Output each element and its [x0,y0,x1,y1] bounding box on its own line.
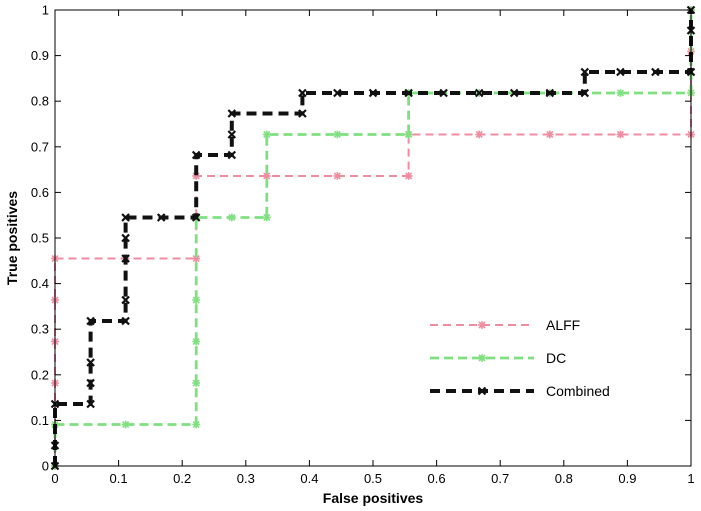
data-point [368,88,378,98]
data-point [298,109,307,118]
x-tick-label: 0.8 [555,471,573,486]
x-tick-label: 1 [687,471,694,486]
data-point [580,67,590,77]
data-point [333,88,342,98]
data-point [156,213,166,222]
x-tick-label: 0.2 [173,471,191,486]
data-point [227,213,236,222]
data-point [86,399,95,409]
legend-label: DC [546,350,566,366]
y-tick-label: 0.5 [31,231,49,246]
y-tick-label: 0.7 [31,139,49,154]
y-tick-label: 0.6 [31,185,49,200]
data-point [121,233,130,243]
x-tick-label: 0.6 [428,471,446,486]
legend-item-dc: DC [430,350,566,366]
series-combined [50,5,696,471]
legend-marker [478,321,486,329]
data-point [580,88,590,98]
data-point [475,130,484,139]
y-tick-label: 0.8 [31,94,49,109]
legend-label: Combined [546,383,610,399]
data-point [192,420,201,429]
data-point [545,130,554,139]
data-point [121,254,130,263]
data-point [262,172,271,180]
axis-ticks: 0 0.1 0.2 0.3 0.4 0.5 0.6 0.7 0.8 0.9 1 0 0.1 0.2 0.3 0… [31,3,695,487]
data-point [121,316,130,326]
y-axis-title: True positives [4,191,20,285]
data-point [121,295,130,305]
data-point [404,130,413,139]
legend-marker [477,386,487,396]
data-point [404,172,413,180]
data-point [191,213,201,222]
legend-item-alff: ALFF [430,317,580,333]
data-point [262,130,271,139]
y-tick-label: 0.1 [31,413,49,428]
x-tick-label: 0.1 [110,471,128,486]
data-point [86,378,95,388]
y-tick-label: 0.4 [31,276,49,291]
data-point [545,88,555,98]
legend-marker [478,354,486,362]
legend: ALFF DC Combined [430,317,610,399]
data-point [616,89,625,97]
y-tick-label: 0 [42,459,49,474]
data-point [227,130,237,139]
data-point [651,67,660,77]
data-point [86,358,95,367]
data-point [616,130,625,139]
y-tick-label: 0.2 [31,367,49,382]
x-tick-label: 0 [51,471,58,486]
data-point [192,254,201,263]
y-tick-label: 0.3 [31,322,49,337]
data-point [262,213,271,222]
data-point [192,379,201,387]
data-point [192,296,201,304]
data-point [333,130,342,139]
data-point [121,213,130,222]
data-point [227,109,237,118]
data-point [191,150,201,160]
x-tick-label: 0.3 [237,471,255,486]
series-line [53,10,693,466]
data-point [439,88,448,98]
data-point [86,316,95,326]
data-point [404,88,413,98]
data-point [227,150,237,160]
y-tick-label: 0.9 [31,48,49,63]
y-tick-label: 1 [42,3,49,18]
data-point [509,88,519,98]
data-point [121,420,130,429]
legend-label: ALFF [546,317,580,333]
data-point [298,88,307,98]
data-point [333,172,342,180]
data-point [616,67,625,77]
x-tick-label: 0.5 [364,471,382,486]
x-axis-title: False positives [323,490,424,506]
x-tick-label: 0.7 [491,471,509,486]
data-point [474,88,484,98]
data-point [192,337,201,346]
x-tick-label: 0.4 [300,471,318,486]
legend-item-combined: Combined [430,383,610,399]
x-tick-label: 0.9 [618,471,636,486]
